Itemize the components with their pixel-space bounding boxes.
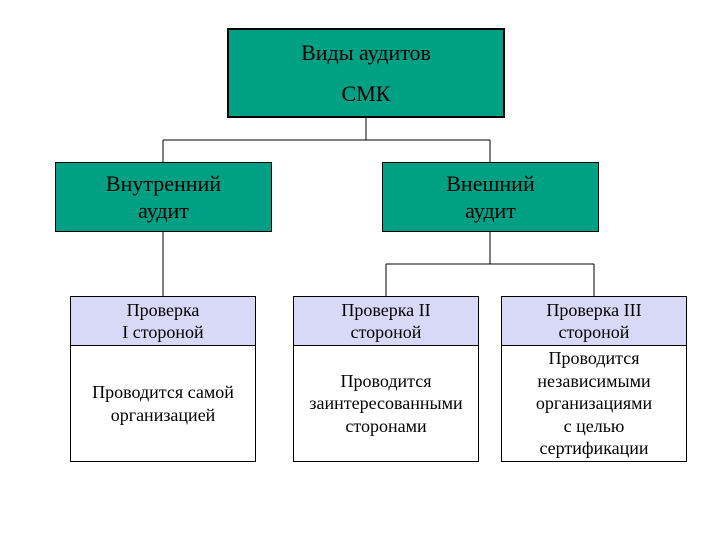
root-title-line2: СМК — [342, 80, 391, 108]
party3-det-line2: независимыми — [537, 370, 650, 393]
party2-det-line3: сторонами — [345, 415, 426, 438]
party1-det-line1: Проводится самой — [92, 381, 234, 404]
node-party2-header: Проверка II стороной — [293, 296, 479, 346]
node-party3-header: Проверка III стороной — [501, 296, 687, 346]
party2-det-line2: заинтересованными — [309, 392, 462, 415]
party3-det-line4: с целью — [564, 415, 625, 438]
party1-hdr-line2: I стороной — [122, 321, 203, 344]
party3-hdr-line1: Проверка III — [546, 299, 641, 322]
root-node: Виды аудитов СМК — [227, 28, 505, 118]
root-title-line1: Виды аудитов — [301, 39, 431, 67]
node-party1-header: Проверка I стороной — [70, 296, 256, 346]
diagram-canvas: Виды аудитов СМК Внутренний аудит Внешни… — [0, 0, 720, 540]
node-party2-detail: Проводится заинтересованными сторонами — [293, 346, 479, 462]
party1-hdr-line1: Проверка — [127, 299, 200, 322]
node-external-line2: аудит — [465, 197, 516, 225]
node-internal-line2: аудит — [138, 197, 189, 225]
party2-hdr-line1: Проверка II — [341, 299, 430, 322]
node-internal-line1: Внутренний — [106, 170, 221, 198]
node-party3-detail: Проводится независимыми организациями с … — [501, 346, 687, 462]
party3-det-line1: Проводится — [548, 347, 639, 370]
party3-det-line3: организациями — [536, 392, 652, 415]
party3-det-line5: сертификации — [539, 437, 648, 460]
party1-det-line2: организацией — [111, 404, 216, 427]
node-internal-audit: Внутренний аудит — [55, 162, 272, 232]
party2-hdr-line2: стороной — [351, 321, 422, 344]
node-party1-detail: Проводится самой организацией — [70, 346, 256, 462]
node-external-audit: Внешний аудит — [382, 162, 599, 232]
party3-hdr-line2: стороной — [559, 321, 630, 344]
party2-det-line1: Проводится — [340, 370, 431, 393]
node-external-line1: Внешний — [446, 170, 534, 198]
